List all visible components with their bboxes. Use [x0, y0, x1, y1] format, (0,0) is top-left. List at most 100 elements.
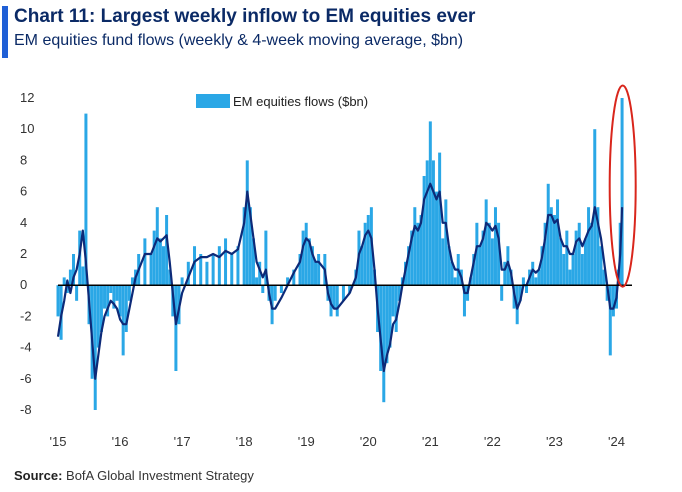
flow-bar — [335, 285, 339, 317]
flow-bar — [534, 277, 538, 286]
flow-bar — [106, 285, 110, 317]
flow-bar — [99, 285, 103, 332]
x-tick-label: '15 — [50, 434, 67, 449]
flow-bar — [75, 285, 79, 301]
y-tick-label: -2 — [20, 308, 32, 323]
flow-bar — [497, 222, 501, 286]
flow-bar — [298, 254, 302, 286]
flow-bar — [93, 285, 97, 410]
y-axis: 12 10 8 6 4 2 0 -2 -4 -6 -8 — [20, 90, 34, 417]
flow-bar — [580, 254, 584, 286]
flow-bar — [127, 285, 131, 301]
flow-bar — [348, 285, 352, 293]
flow-bar — [568, 269, 572, 286]
y-tick-label: 8 — [20, 152, 27, 167]
flow-bar — [115, 285, 119, 301]
flow-bar — [475, 222, 479, 286]
flow-bar — [149, 254, 153, 286]
flow-bar — [199, 254, 203, 286]
flow-bar — [258, 261, 262, 286]
flow-bar — [518, 285, 522, 301]
flow-bar — [531, 261, 535, 286]
flow-bar — [65, 285, 69, 293]
x-tick-label: '22 — [484, 434, 501, 449]
flow-bar — [193, 246, 197, 286]
flow-bar — [521, 277, 525, 286]
flow-bar — [286, 277, 290, 286]
legend: EM equities flows ($bn) — [196, 94, 368, 109]
flow-bar — [310, 246, 314, 286]
x-tick-label: '18 — [236, 434, 253, 449]
flow-bar — [472, 254, 476, 286]
flow-bar — [422, 176, 426, 286]
moving-average-line — [56, 182, 624, 380]
flow-bar — [68, 269, 72, 286]
y-tick-label: 0 — [20, 277, 27, 292]
y-tick-label: 2 — [20, 246, 27, 261]
x-tick-label: '24 — [608, 434, 625, 449]
flow-bar — [438, 152, 442, 286]
flow-bar — [590, 222, 594, 286]
flow-bar — [608, 285, 612, 356]
flow-bar — [388, 285, 392, 348]
flow-bar — [109, 285, 113, 293]
flow-bar — [217, 246, 221, 286]
flow-bar — [602, 269, 606, 286]
flow-bar — [540, 246, 544, 286]
flow-bar — [366, 215, 370, 286]
weekly-flow-bars — [56, 98, 624, 410]
source-text: BofA Global Investment Strategy — [66, 468, 254, 483]
flow-bar — [230, 254, 234, 286]
flow-bar — [307, 238, 311, 286]
y-tick-label: 10 — [20, 121, 34, 136]
y-tick-label: 6 — [20, 184, 27, 199]
flow-bar — [165, 215, 169, 286]
flow-bar — [180, 277, 184, 286]
flow-bar — [453, 277, 457, 286]
flow-bar — [205, 261, 209, 286]
flow-bar — [549, 207, 553, 286]
flow-bar — [155, 207, 159, 286]
legend-label: EM equities flows ($bn) — [233, 94, 368, 109]
flow-bar — [583, 238, 587, 286]
flow-bar — [186, 261, 190, 286]
flow-bar — [490, 238, 494, 286]
flow-bar — [118, 285, 122, 317]
flow-bar — [264, 230, 268, 286]
flow-bar — [620, 98, 624, 286]
flow-bar — [314, 261, 318, 286]
flow-bar — [382, 285, 386, 403]
flow-bar — [462, 285, 466, 317]
flow-bar — [379, 285, 383, 371]
chart-subtitle: EM equities fund flows (weekly & 4-week … — [14, 32, 464, 49]
flow-bar — [363, 222, 367, 286]
highlight-ellipse — [608, 84, 637, 288]
flow-bar — [500, 285, 504, 301]
x-axis: '15 '16 '17 '18 '19 '20 '21 '22 '23 '24 — [50, 434, 625, 449]
flow-bar — [419, 215, 423, 286]
x-tick-label: '16 — [112, 434, 129, 449]
flow-bar — [493, 207, 497, 286]
flow-bar — [577, 222, 581, 286]
y-tick-label: -8 — [20, 402, 32, 417]
flow-bar — [81, 266, 85, 286]
x-tick-label: '21 — [422, 434, 439, 449]
flow-bar — [525, 285, 529, 293]
flow-bar — [552, 215, 556, 286]
flow-bar — [425, 160, 429, 286]
flow-bar — [478, 246, 482, 286]
flow-bar — [174, 285, 178, 371]
flow-bar — [251, 238, 255, 286]
flow-bar — [559, 238, 563, 286]
y-tick-label: -4 — [20, 340, 32, 355]
flow-bar — [611, 285, 615, 317]
y-tick-label: -6 — [20, 371, 32, 386]
flow-bar — [62, 277, 66, 286]
x-tick-label: '23 — [546, 434, 563, 449]
flow-bar — [413, 207, 417, 286]
flow-bar — [391, 285, 395, 317]
flow-bar — [292, 269, 296, 286]
flow-bar — [574, 230, 578, 286]
flow-bar — [96, 285, 100, 348]
